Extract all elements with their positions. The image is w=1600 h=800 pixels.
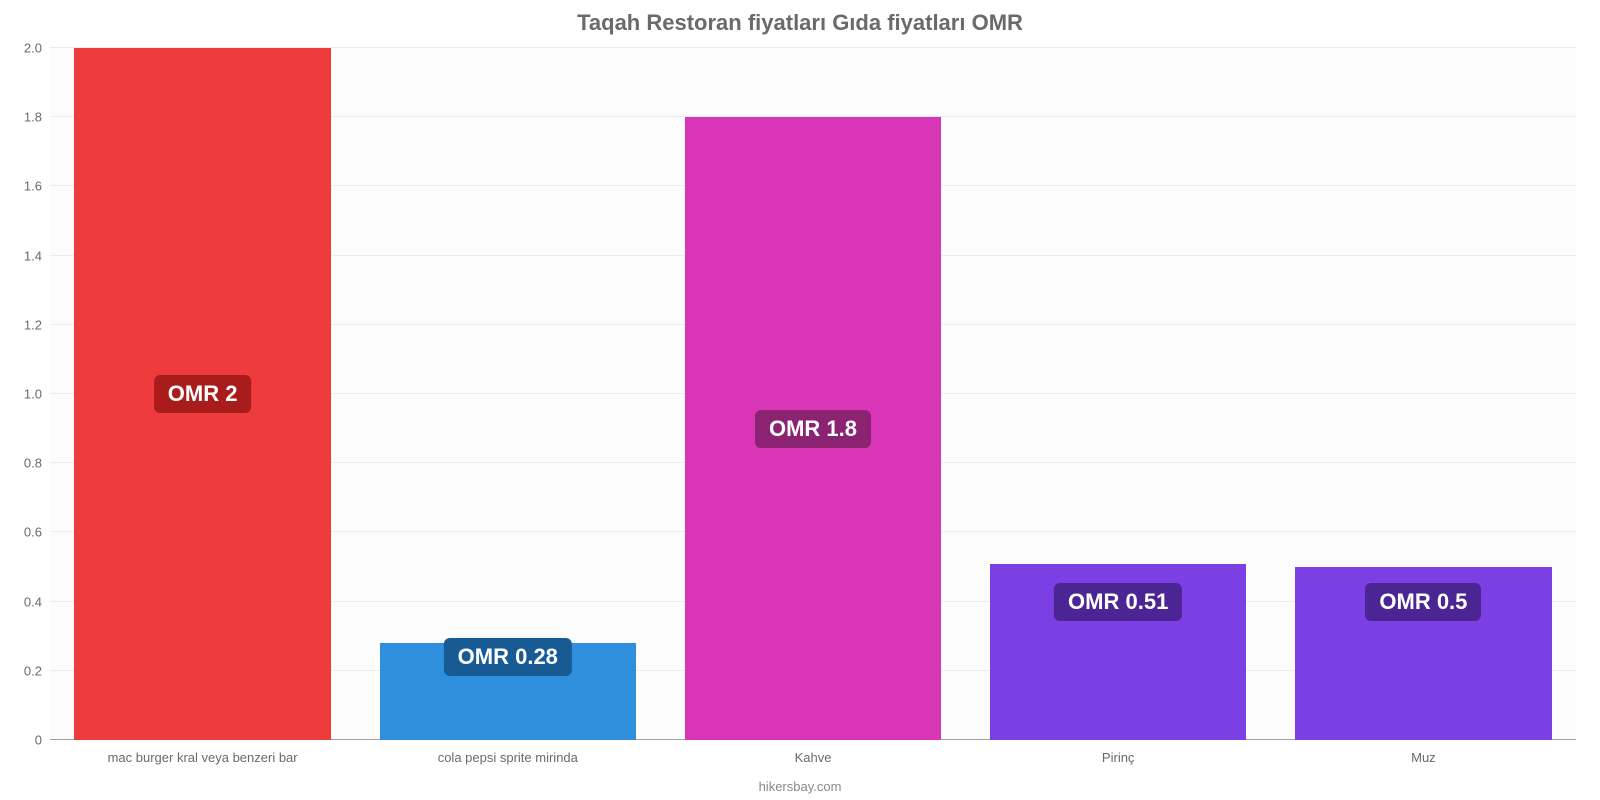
x-tick-label: Muz [1411,740,1436,765]
y-tick-label: 0 [35,733,50,748]
value-badge: OMR 0.5 [1365,583,1481,621]
value-badge: OMR 0.51 [1054,583,1182,621]
value-badge: OMR 0.28 [444,638,572,676]
y-tick-label: 1.8 [24,110,50,125]
y-tick-label: 0.4 [24,594,50,609]
y-tick-label: 2.0 [24,41,50,56]
y-tick-label: 1.0 [24,387,50,402]
y-tick-label: 1.2 [24,317,50,332]
x-tick-label: cola pepsi sprite mirinda [438,740,578,765]
price-chart: Taqah Restoran fiyatları Gıda fiyatları … [0,0,1600,800]
y-tick-label: 0.6 [24,525,50,540]
y-tick-label: 0.8 [24,456,50,471]
y-tick-label: 1.6 [24,179,50,194]
value-badge: OMR 1.8 [755,410,871,448]
y-tick-label: 0.2 [24,663,50,678]
x-tick-label: mac burger kral veya benzeri bar [108,740,298,765]
x-tick-label: Pirinç [1102,740,1135,765]
chart-credit: hikersbay.com [0,779,1600,794]
plot-area: 00.20.40.60.81.01.21.41.61.82.0OMR 2mac … [50,48,1576,740]
y-tick-label: 1.4 [24,248,50,263]
x-tick-label: Kahve [795,740,832,765]
value-badge: OMR 2 [154,375,252,413]
chart-title: Taqah Restoran fiyatları Gıda fiyatları … [0,10,1600,36]
